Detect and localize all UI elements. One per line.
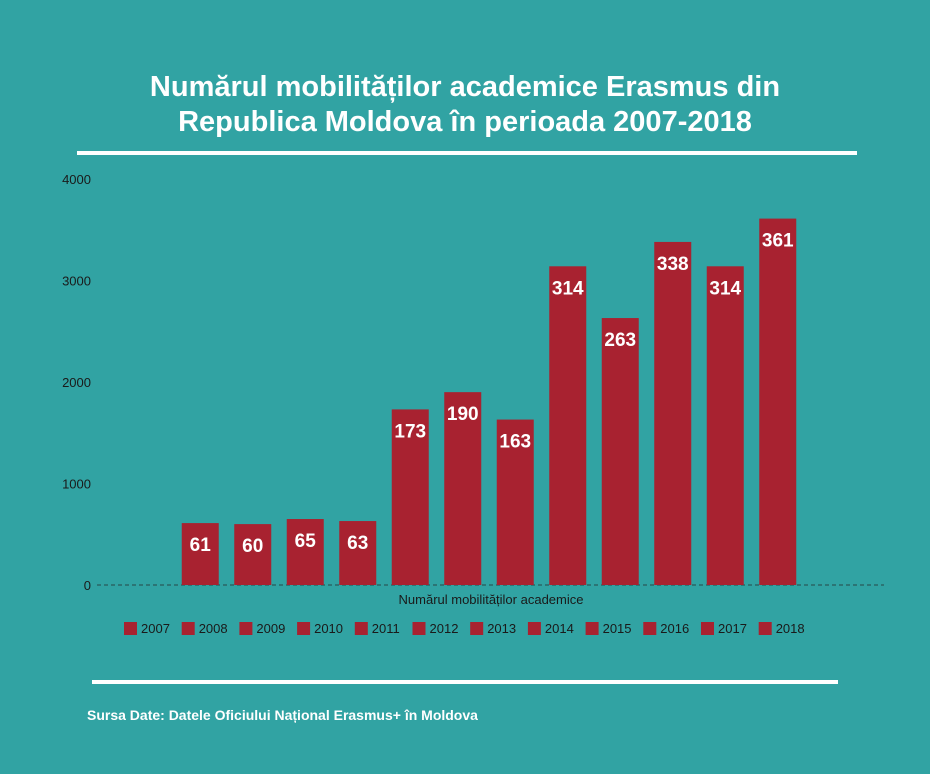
y-tick-label: 0	[84, 578, 91, 593]
legend-swatch-2015	[585, 622, 599, 635]
data-label-2015: 263	[604, 330, 636, 351]
y-tick-label: 2000	[62, 375, 91, 390]
bar-chart: 0 1000 2000 3000 4000 61 60 65 63 173 190 163 314 263…	[62, 172, 884, 636]
bar-2014	[549, 266, 587, 585]
legend-label-2014: 2014	[545, 621, 574, 636]
bar-2016	[654, 241, 692, 585]
legend-label-2012: 2012	[430, 621, 459, 636]
legend-label-2008: 2008	[199, 621, 228, 636]
legend-label-2009: 2009	[256, 621, 285, 636]
legend-label-2018: 2018	[776, 621, 805, 636]
legend-label-2017: 2017	[718, 621, 747, 636]
legend-swatch-2012	[412, 622, 426, 635]
legend-swatch-2010	[297, 622, 311, 635]
legend-label-2011: 2011	[372, 621, 400, 636]
data-label-2007: 61	[190, 535, 212, 556]
legend-swatch-2009	[239, 622, 253, 635]
legend-label-2013: 2013	[487, 621, 516, 636]
bar-2015	[601, 318, 639, 585]
data-label-2010: 63	[347, 533, 368, 554]
bar-2007	[181, 523, 219, 585]
bar-2008	[234, 524, 272, 585]
bar-2013	[496, 419, 534, 585]
legend-label-2007: 2007	[141, 621, 170, 636]
legend-swatch-2007	[124, 622, 137, 635]
chart-title: Numărul mobilităților academice Erasmus …	[0, 70, 930, 140]
legend-label-2015: 2015	[603, 621, 632, 636]
chart-title-line-1: Numărul mobilităților academice Erasmus …	[149, 71, 781, 103]
data-label-2011: 173	[394, 421, 426, 442]
legend-swatch-2011	[354, 622, 368, 635]
data-label-2012: 190	[447, 404, 479, 425]
data-label-2008: 60	[242, 536, 263, 557]
bar-2009	[286, 519, 324, 585]
source-note: Sursa Date: Datele Oficiului Național Er…	[87, 707, 478, 723]
data-label-2018: 361	[762, 231, 794, 252]
legend-swatch-2014	[527, 622, 541, 635]
x-axis-label: Numărul mobilităților academice	[399, 592, 584, 607]
footer-divider	[92, 680, 838, 684]
data-label-2016: 338	[657, 254, 689, 275]
legend-swatch-2008	[181, 622, 195, 635]
bar-2012	[444, 392, 482, 585]
y-tick-label: 1000	[62, 477, 91, 492]
bar-2017	[706, 266, 744, 585]
y-tick-label: 4000	[62, 172, 91, 187]
chart-title-line-2: Republica Moldova în perioada 2007-2018	[178, 106, 752, 138]
legend-swatch-2018	[758, 622, 772, 635]
y-tick-label: 3000	[62, 274, 91, 289]
title-divider	[77, 151, 857, 155]
data-label-2017: 314	[709, 278, 741, 299]
data-label-2009: 65	[295, 531, 317, 552]
legend-swatch-2017	[701, 622, 714, 635]
legend-label-2016: 2016	[660, 621, 689, 636]
data-label-2013: 163	[499, 432, 531, 453]
bar-2010	[339, 521, 377, 585]
legend-swatch-2016	[643, 622, 657, 635]
bar-2018	[759, 218, 797, 585]
legend-label-2010: 2010	[314, 621, 343, 636]
data-label-2014: 314	[552, 278, 584, 299]
bar-2011	[391, 409, 429, 585]
legend-swatch-2013	[470, 622, 484, 635]
